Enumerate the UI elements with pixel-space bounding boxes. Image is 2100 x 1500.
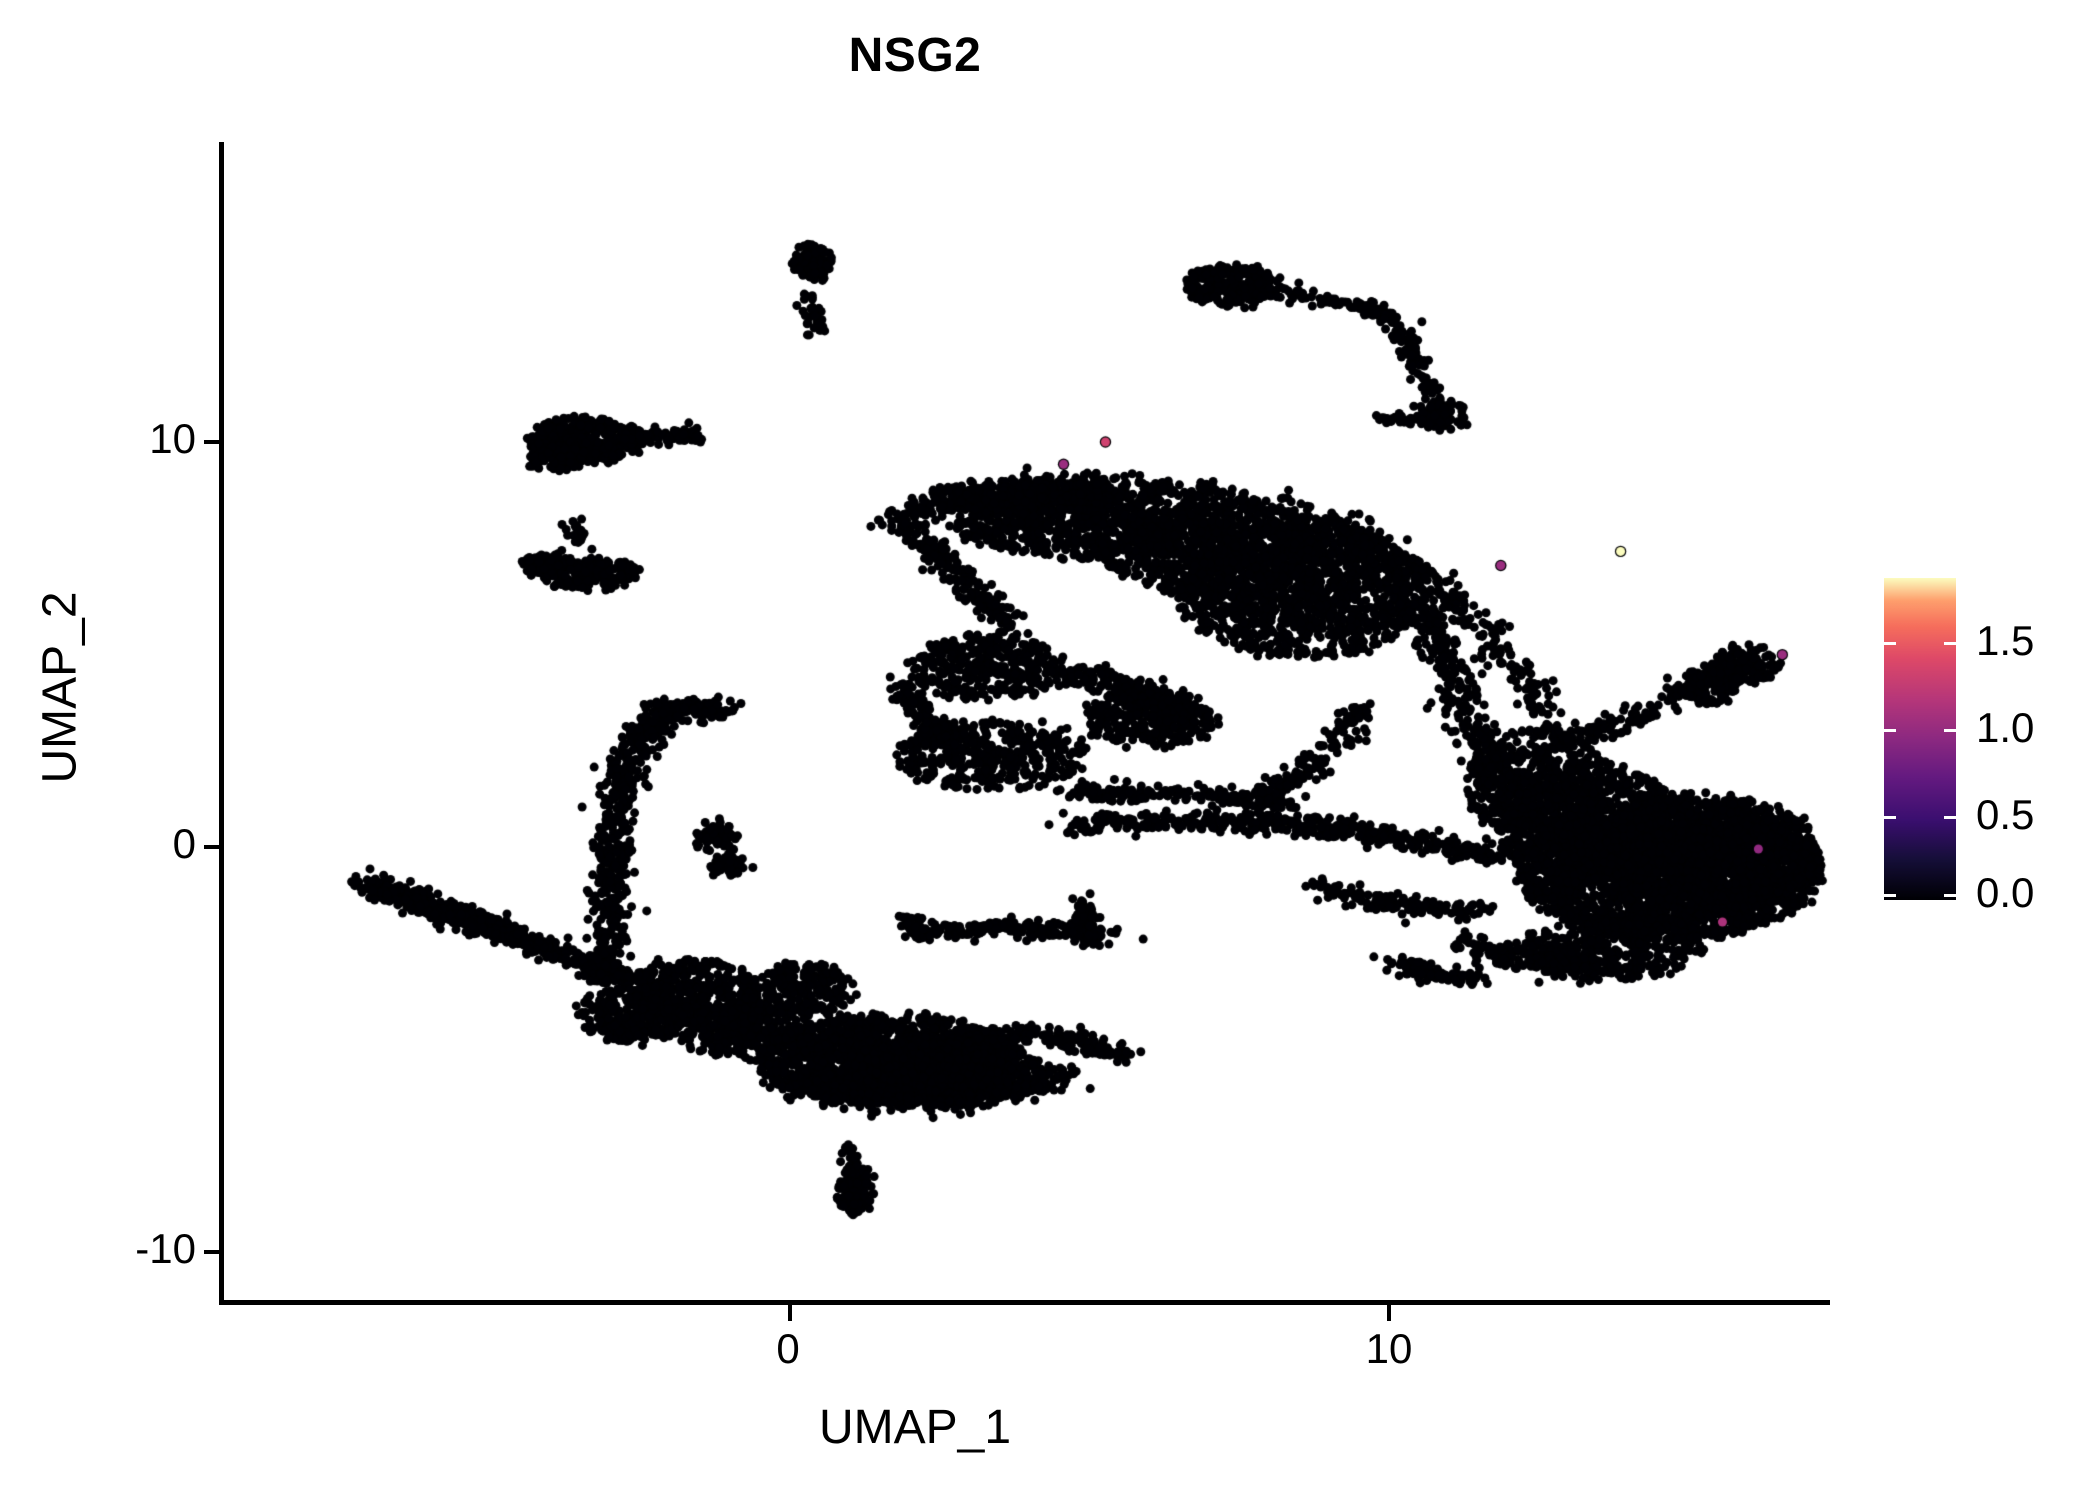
colorbar-tick-right-1_5 bbox=[1944, 642, 1956, 645]
colorbar-tick-right-1_0 bbox=[1944, 729, 1956, 732]
plot-panel bbox=[223, 142, 1830, 1302]
colorbar-tick-right-0_5 bbox=[1944, 816, 1956, 819]
y-tick-mark-minus10 bbox=[204, 1250, 220, 1254]
y-tick-label-0: 0 bbox=[172, 820, 196, 867]
y-axis-line bbox=[219, 142, 224, 1305]
y-tick-mark-10 bbox=[204, 440, 220, 444]
x-tick-mark-10 bbox=[1387, 1305, 1391, 1321]
page-title: NSG2 bbox=[848, 29, 982, 82]
colorbar-label-0_5: 0.5 bbox=[1976, 791, 2035, 838]
y-tick-label-minus10: -10 bbox=[135, 1225, 196, 1272]
umap-scatter-plot bbox=[223, 142, 1830, 1302]
colorbar-tick-left-0_5 bbox=[1884, 816, 1896, 819]
colorbar-gradient bbox=[1884, 578, 1956, 900]
x-tick-label-0: 0 bbox=[776, 1325, 800, 1372]
colorbar-tick-right-0_0 bbox=[1944, 894, 1956, 897]
y-tick-label-10: 10 bbox=[149, 415, 196, 462]
x-axis-title: UMAP_1 bbox=[818, 1401, 1012, 1454]
x-tick-mark-0 bbox=[788, 1305, 792, 1321]
y-tick-mark-0 bbox=[204, 845, 220, 849]
colorbar-tick-left-0_0 bbox=[1884, 894, 1896, 897]
colorbar-label-0_0: 0.0 bbox=[1976, 869, 2035, 916]
colorbar-legend: 1.5 1.0 0.5 0.0 bbox=[1884, 578, 2084, 914]
y-axis-title: UMAP_2 bbox=[33, 591, 87, 784]
colorbar-tick-left-1_0 bbox=[1884, 729, 1896, 732]
colorbar-label-1_0: 1.0 bbox=[1976, 704, 2035, 751]
x-axis-line bbox=[219, 1300, 1830, 1305]
x-tick-label-10: 10 bbox=[1365, 1325, 1413, 1372]
colorbar-tick-left-1_5 bbox=[1884, 642, 1896, 645]
colorbar-label-1_5: 1.5 bbox=[1976, 617, 2035, 664]
